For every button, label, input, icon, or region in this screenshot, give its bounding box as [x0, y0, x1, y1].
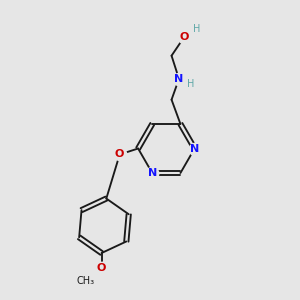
- Text: H: H: [187, 79, 195, 89]
- Text: N: N: [148, 168, 157, 178]
- Text: O: O: [97, 263, 106, 273]
- Text: O: O: [179, 32, 189, 42]
- Text: O: O: [115, 149, 124, 160]
- Text: CH₃: CH₃: [76, 276, 94, 286]
- Text: N: N: [174, 74, 184, 84]
- Text: N: N: [190, 143, 199, 154]
- Text: H: H: [193, 24, 200, 34]
